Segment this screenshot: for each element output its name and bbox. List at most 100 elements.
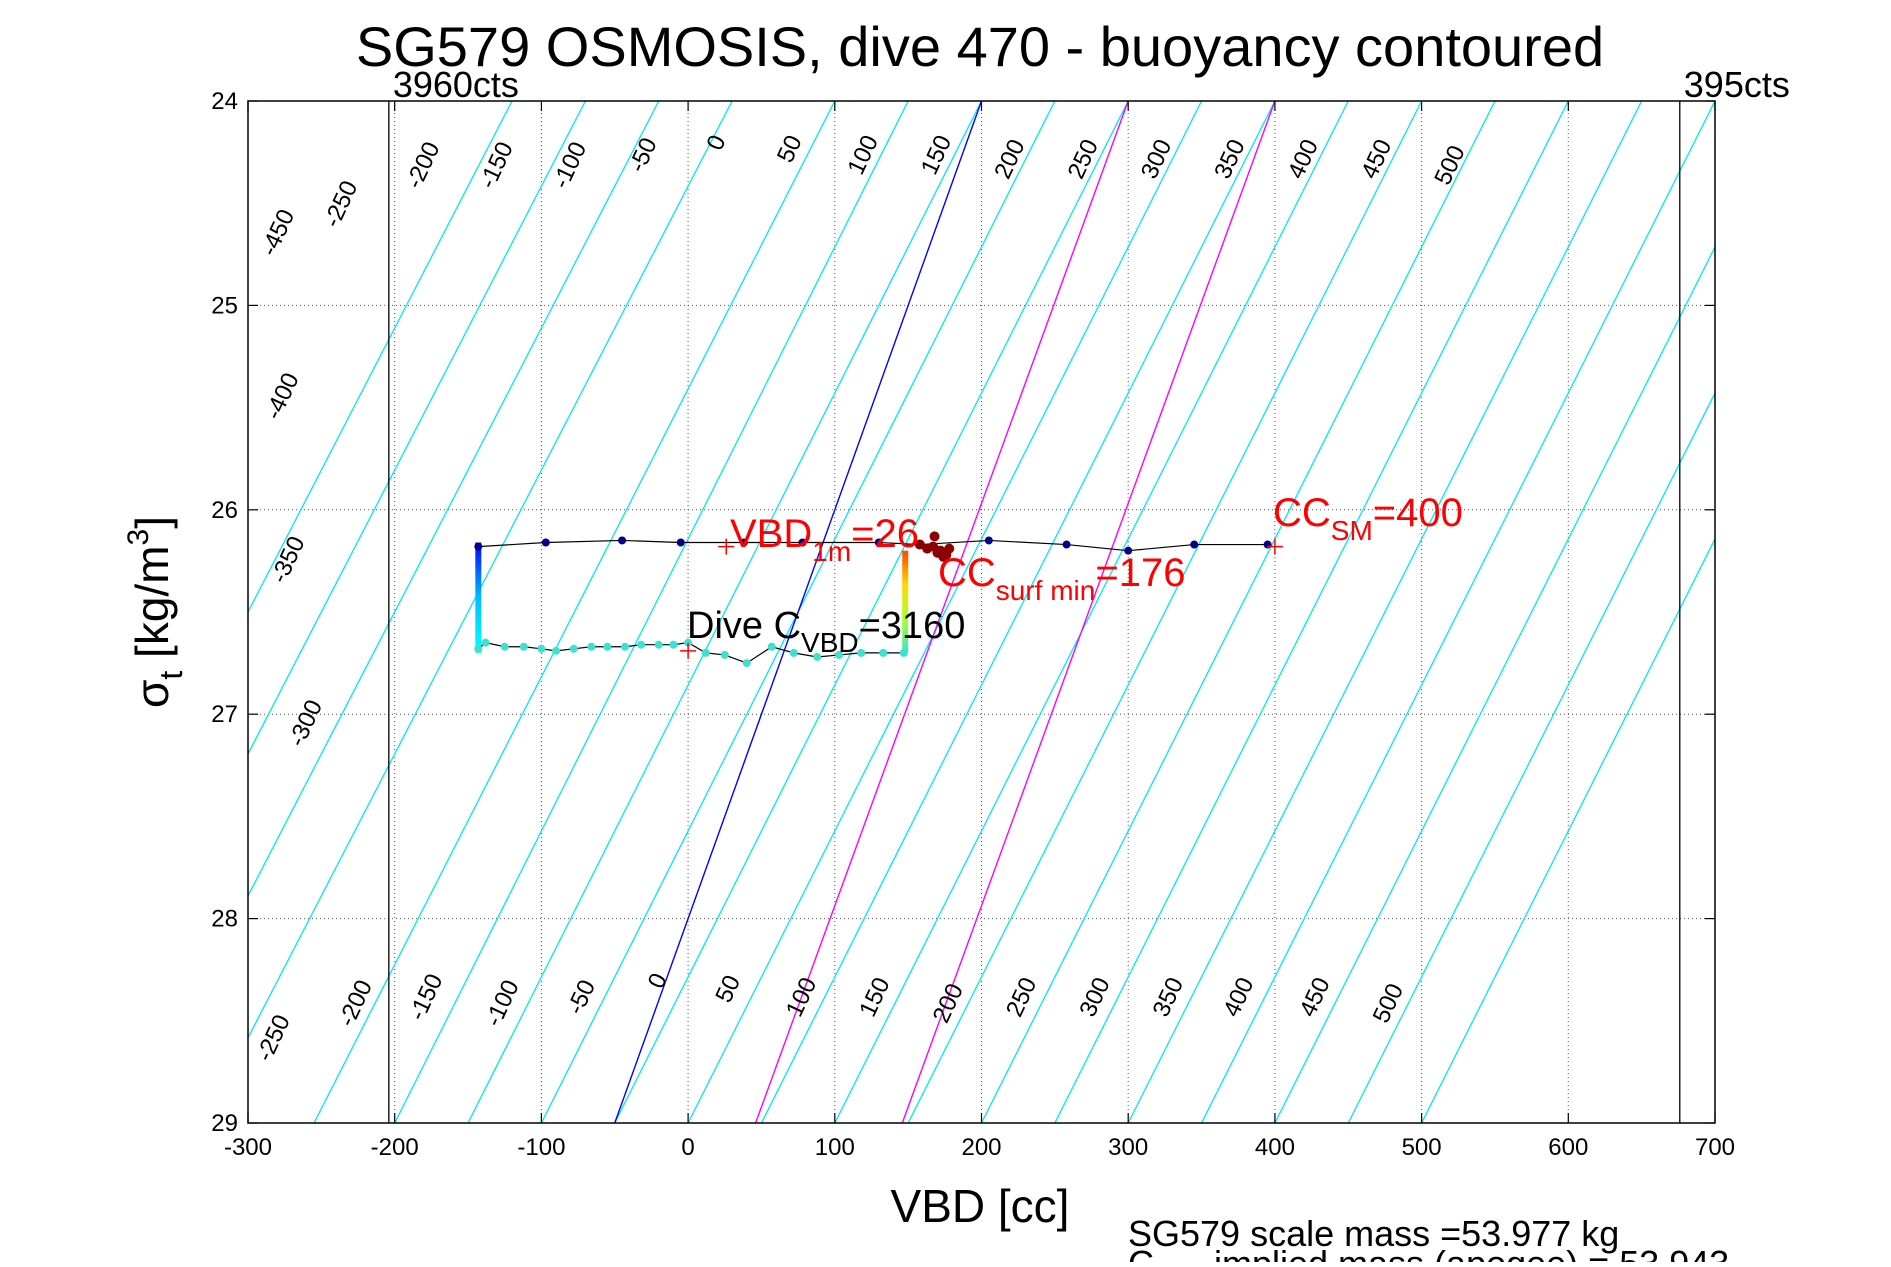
contour-line: [394, 101, 909, 1123]
series-point: [857, 648, 866, 657]
series-point: [835, 650, 844, 659]
contour-label-bottom: -150: [404, 970, 449, 1025]
contour-line: [467, 101, 983, 1123]
axis-ticks: -300 -200 -100 0 100 200 300 400 500 600 700 24 25 26…: [211, 88, 1735, 1161]
contour-label-bottom: 500: [1368, 979, 1409, 1027]
series-point: [618, 536, 627, 545]
dive-cvbd-annotation: Dive CVBD=3160: [687, 605, 965, 658]
series-point: [541, 538, 550, 547]
reference-line-magenta_1: [754, 101, 1129, 1123]
series-point: [474, 644, 483, 653]
contour-label-top: -400: [260, 369, 305, 424]
series-point: [701, 648, 710, 657]
depth-bar: [902, 550, 909, 653]
x-tick-label: -200: [371, 1134, 419, 1161]
series-point: [481, 638, 490, 647]
y-axis-label: σt [kg/m3]: [122, 516, 189, 708]
x-tick-label: 0: [681, 1134, 694, 1161]
contour-label-top: 500: [1429, 141, 1470, 189]
reference-line-magenta_2: [901, 101, 1276, 1123]
contour-line: [1127, 101, 1643, 1123]
cc-sm-annotation: CCSM=400: [1273, 491, 1463, 546]
series-point: [552, 646, 561, 655]
surface-point: [944, 543, 955, 554]
contour-line: [248, 101, 586, 756]
contour-label-top: 100: [843, 131, 884, 179]
series-point: [789, 648, 798, 657]
y-tick-label: 24: [211, 88, 238, 115]
series-point: [798, 538, 807, 547]
contour-label-bottom: 400: [1218, 973, 1259, 1021]
y-tick-label: 29: [211, 1110, 238, 1137]
series-point: [1263, 540, 1272, 549]
series-point: [720, 650, 729, 659]
cc-surf-min-annotation: CCsurf min=176: [938, 551, 1185, 606]
x-axis-label: VBD [cc]: [891, 1180, 1070, 1232]
contour-label-top: -50: [624, 134, 663, 177]
series-point: [739, 538, 748, 547]
x-tick-label: -300: [224, 1134, 272, 1161]
y-tick-label: 27: [211, 701, 238, 728]
contour-label-bottom: 200: [928, 979, 969, 1027]
series-point: [587, 642, 596, 651]
contour-line: [614, 101, 1129, 1123]
series-point: [874, 538, 883, 547]
series-point: [1124, 546, 1133, 555]
contour-line: [1421, 537, 1715, 1123]
y-tick-label: 28: [211, 906, 238, 933]
series-point: [537, 644, 546, 653]
x-tick-label: 700: [1695, 1134, 1735, 1161]
contour-label-top: -200: [401, 138, 446, 193]
series-point: [742, 659, 751, 668]
x-tick-label: 600: [1548, 1134, 1588, 1161]
buoyancy-contours: [248, 101, 1715, 1123]
series-point: [813, 652, 822, 661]
contour-label-top: -300: [283, 696, 328, 751]
series-point: [676, 538, 685, 547]
x-tick-label: 300: [1108, 1134, 1148, 1161]
series-point: [519, 642, 528, 651]
series-point: [984, 536, 993, 545]
vbd-1m-annotation: VBD1m=26: [730, 512, 919, 567]
series-point: [879, 648, 888, 657]
series-point: [654, 640, 663, 649]
series-point: [767, 642, 776, 651]
grid: [248, 101, 1715, 1123]
count-label: 3960cts: [393, 64, 519, 105]
annotations: VBD1m=26 CCsurf min=176 CCSM=400 Dive CV…: [687, 491, 1463, 658]
footer-scale-mass: SG579 scale mass =53.977 kg: [1128, 1213, 1619, 1254]
count-limit-lines: 3960cts 395cts: [388, 64, 1790, 1123]
contour-label-bottom: -200: [333, 976, 378, 1031]
contour-label-bottom: 50: [710, 971, 746, 1007]
x-tick-label: 500: [1402, 1134, 1442, 1161]
contour-line: [248, 101, 733, 1040]
series-point: [569, 644, 578, 653]
contour-label-top: -100: [547, 138, 592, 193]
chart-title: SG579 OSMOSIS, dive 470 - buoyancy conto…: [356, 15, 1604, 78]
series-point: [474, 542, 483, 551]
series-point: [899, 648, 908, 657]
y-tick-label: 26: [211, 497, 238, 524]
x-tick-label: 400: [1255, 1134, 1295, 1161]
contour-line: [980, 101, 1496, 1123]
contour-label-top: 400: [1283, 135, 1324, 183]
depth-bar: [475, 542, 482, 653]
footer-implied-mass: Cimplied mass (apogee) = 53.943: [1128, 1243, 1729, 1262]
contour-label-bottom: -50: [562, 976, 601, 1019]
series-point: [684, 638, 693, 647]
contour-label-top: 50: [772, 131, 808, 167]
contour-line: [907, 101, 1423, 1123]
contour-line: [248, 101, 660, 898]
contour-line: [1274, 245, 1715, 1123]
contour-line: [248, 101, 513, 614]
x-tick-label: 100: [815, 1134, 855, 1161]
surface-point: [914, 539, 925, 550]
contour-label-top: 200: [989, 135, 1030, 183]
contour-line: [1347, 391, 1715, 1123]
series-point: [1062, 540, 1071, 549]
contour-line: [1054, 101, 1569, 1123]
contour-label-top: 250: [1063, 135, 1104, 183]
series-point: [669, 640, 678, 649]
